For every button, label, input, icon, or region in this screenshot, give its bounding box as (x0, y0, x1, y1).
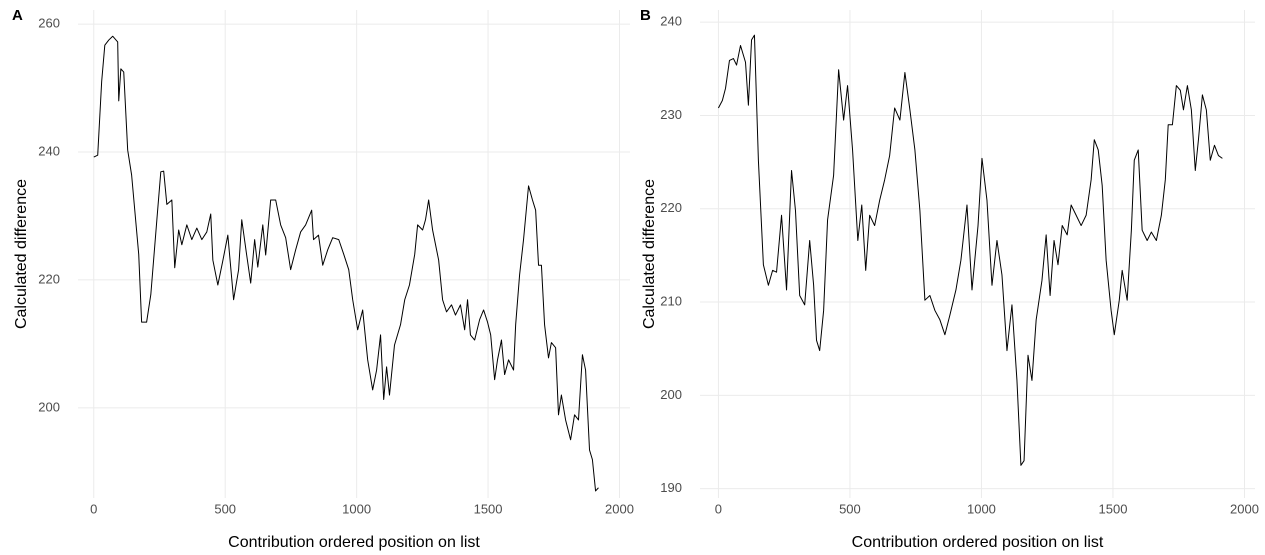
panel-label: A (12, 7, 23, 24)
x-tick-label: 0 (90, 501, 97, 516)
x-tick-label: 1500 (474, 501, 503, 516)
y-tick-label: 200 (660, 387, 682, 402)
y-tick-label: 260 (38, 16, 60, 31)
y-tick-label: 220 (38, 271, 60, 286)
x-tick-label: 0 (715, 501, 722, 516)
y-axis-title: Calculated difference (641, 179, 658, 329)
x-tick-label: 1500 (1099, 501, 1128, 516)
x-axis-title: Contribution ordered position on list (852, 534, 1104, 551)
y-tick-label: 220 (660, 200, 682, 215)
x-tick-label: 1000 (342, 501, 371, 516)
data-line (717, 34, 1223, 466)
y-tick-label: 210 (660, 293, 682, 308)
x-tick-label: 2000 (1230, 501, 1259, 516)
panel-label: B (640, 7, 651, 24)
y-axis-title: Calculated difference (13, 179, 30, 329)
x-tick-label: 500 (839, 501, 861, 516)
y-tick-label: 240 (38, 143, 60, 158)
y-tick-label: 200 (38, 399, 60, 414)
y-tick-label: 190 (660, 480, 682, 495)
x-tick-label: 500 (214, 501, 236, 516)
y-tick-label: 240 (660, 14, 682, 29)
y-tick-label: 230 (660, 107, 682, 122)
x-axis-title: Contribution ordered position on list (228, 534, 480, 551)
x-tick-label: 1000 (967, 501, 996, 516)
data-line (93, 35, 599, 492)
x-tick-label: 2000 (605, 501, 634, 516)
